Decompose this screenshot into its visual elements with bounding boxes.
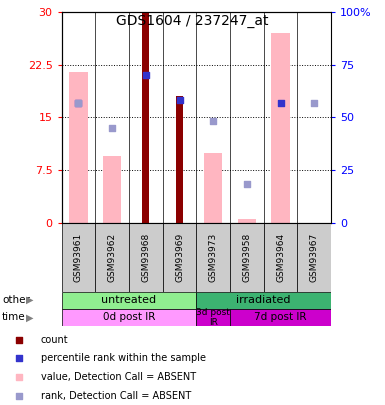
Point bbox=[75, 100, 82, 107]
Point bbox=[210, 118, 216, 124]
Text: count: count bbox=[41, 335, 69, 345]
Bar bbox=[230, 223, 264, 292]
Point bbox=[143, 72, 149, 79]
Text: value, Detection Call = ABSENT: value, Detection Call = ABSENT bbox=[41, 372, 196, 382]
Bar bbox=[142, 12, 149, 223]
Text: untreated: untreated bbox=[101, 295, 157, 305]
Bar bbox=[204, 153, 223, 223]
Text: rank, Detection Call = ABSENT: rank, Detection Call = ABSENT bbox=[41, 391, 191, 401]
Bar bbox=[298, 223, 331, 292]
Text: ▶: ▶ bbox=[26, 312, 33, 322]
Bar bbox=[62, 292, 196, 309]
Point bbox=[278, 100, 284, 107]
Bar bbox=[162, 223, 196, 292]
Point bbox=[16, 392, 22, 399]
Point bbox=[75, 100, 82, 107]
Bar bbox=[238, 219, 256, 223]
Point bbox=[109, 125, 115, 131]
Bar bbox=[264, 223, 298, 292]
Text: 7d post IR: 7d post IR bbox=[254, 312, 307, 322]
Bar bbox=[230, 309, 331, 326]
Text: irradiated: irradiated bbox=[236, 295, 291, 305]
Text: GSM93973: GSM93973 bbox=[209, 232, 218, 282]
Text: GSM93958: GSM93958 bbox=[243, 232, 251, 282]
Bar bbox=[103, 156, 121, 223]
Text: GSM93967: GSM93967 bbox=[310, 232, 319, 282]
Text: GSM93968: GSM93968 bbox=[141, 232, 150, 282]
Point bbox=[244, 181, 250, 188]
Bar bbox=[196, 309, 230, 326]
Point bbox=[176, 97, 182, 103]
Bar bbox=[176, 96, 183, 223]
Text: GSM93964: GSM93964 bbox=[276, 232, 285, 282]
Text: 3d post
IR: 3d post IR bbox=[196, 308, 230, 327]
Text: percentile rank within the sample: percentile rank within the sample bbox=[41, 353, 206, 363]
Text: GSM93962: GSM93962 bbox=[108, 232, 117, 282]
Text: GSM93961: GSM93961 bbox=[74, 232, 83, 282]
Point bbox=[16, 336, 22, 343]
Point bbox=[311, 100, 317, 107]
Text: ▶: ▶ bbox=[26, 294, 33, 305]
Bar bbox=[196, 292, 331, 309]
Point bbox=[16, 374, 22, 380]
Text: 0d post IR: 0d post IR bbox=[103, 312, 155, 322]
Text: GSM93969: GSM93969 bbox=[175, 232, 184, 282]
Bar bbox=[129, 223, 162, 292]
Text: other: other bbox=[2, 294, 30, 305]
Bar bbox=[95, 223, 129, 292]
Bar bbox=[271, 33, 290, 223]
Bar bbox=[69, 72, 88, 223]
Text: time: time bbox=[2, 312, 25, 322]
Point bbox=[16, 355, 22, 362]
Bar bbox=[62, 223, 95, 292]
Bar bbox=[62, 309, 196, 326]
Bar bbox=[196, 223, 230, 292]
Text: GDS1604 / 237247_at: GDS1604 / 237247_at bbox=[116, 14, 269, 28]
